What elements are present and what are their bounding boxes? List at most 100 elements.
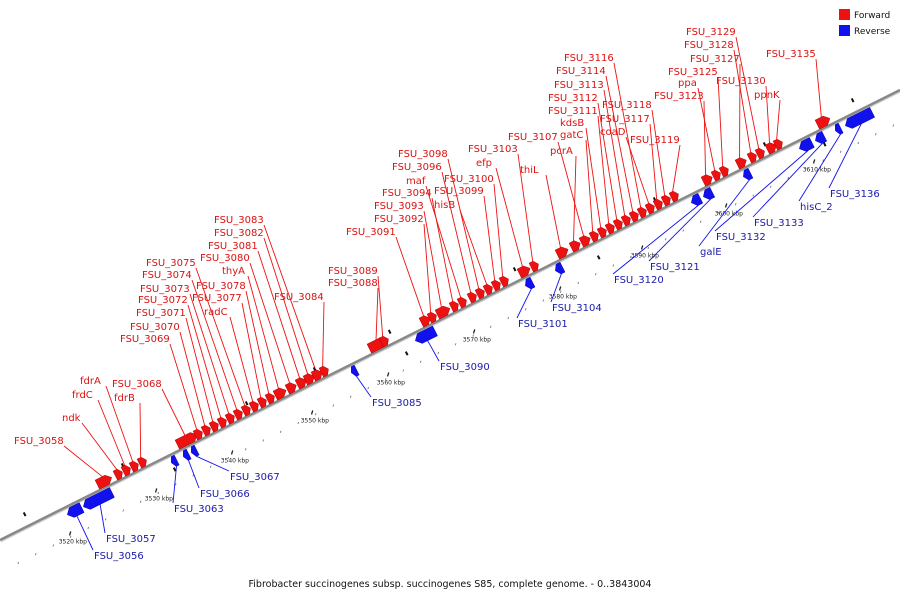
label-leader-line (816, 59, 821, 117)
axis-minor-tick (840, 151, 841, 153)
axis-minor-tick (280, 431, 281, 433)
axis-tick (70, 531, 71, 535)
gene-FSU_3100 (499, 276, 508, 287)
gene-label: hisB (434, 200, 455, 211)
axis-minor-tick (578, 282, 579, 284)
axis-minor-tick (140, 501, 141, 503)
gene-label: FSU_3075 (146, 258, 196, 269)
gene-FSU_3071 (209, 421, 218, 432)
gene-label: pcrA (550, 146, 573, 157)
axis-minor-tick (193, 475, 194, 477)
axis-minor-tick (53, 545, 54, 547)
gene-label: FSU_3092 (374, 214, 424, 225)
gene-label: FSU_3078 (196, 281, 246, 292)
gene-FSU_3128 (747, 152, 756, 163)
gene-label: FSU_3067 (230, 472, 280, 483)
feature-mark (246, 401, 248, 405)
label-leader-line (356, 376, 371, 397)
gene-gatC (589, 231, 598, 242)
feature-mark (174, 468, 176, 472)
gene-FSU_3072 (217, 417, 226, 428)
gene-FSU_3067 (191, 445, 199, 456)
gene-label: FSU_3094 (382, 188, 432, 199)
axis-minor-tick (333, 405, 334, 407)
label-leader-line (188, 460, 199, 488)
gene-label: coaD (600, 127, 626, 138)
label-leader-line (140, 403, 141, 457)
gene-FSU_3096 (467, 292, 476, 303)
axis-tick-label: 3550 kbp (301, 417, 329, 424)
axis-tick (474, 329, 475, 333)
axis-minor-tick (438, 352, 439, 354)
legend: Forward Reverse (839, 9, 891, 37)
gene-label: FSU_3120 (614, 275, 664, 286)
gene-label: FSU_3096 (392, 162, 442, 173)
label-leader-line (704, 101, 706, 175)
gene-FSU_3085 (351, 365, 359, 376)
label-leader-line (64, 446, 102, 477)
gene-galE (743, 168, 753, 180)
gene-hisB (483, 284, 492, 295)
gene-FSU_3074 (233, 409, 242, 420)
gene-label: FSU_3083 (214, 215, 264, 226)
axis-minor-tick (508, 317, 509, 319)
gene-label: FSU_3091 (346, 227, 396, 238)
gene-label: FSU_3056 (94, 551, 144, 562)
gene-label: FSU_3071 (136, 308, 186, 319)
axis-tick-label: 3520 kbp (59, 538, 87, 545)
gene-label: FSU_3130 (716, 76, 766, 87)
feature-mark (852, 98, 854, 102)
gene-label: FSU_3074 (142, 270, 192, 281)
gene-ppa (711, 170, 720, 181)
axis-minor-tick (858, 142, 859, 144)
gene-label: FSU_3072 (138, 295, 188, 306)
axis-minor-tick (368, 387, 369, 389)
axis-minor-tick (875, 133, 876, 135)
gene-label: FSU_3077 (192, 293, 242, 304)
gene-label: FSU_3093 (374, 201, 424, 212)
axis-tick-label: 3560 kbp (377, 379, 405, 386)
gene-FSU_3114 (629, 211, 638, 222)
axis-minor-tick (245, 448, 246, 450)
gene-FSU_3066 (183, 449, 191, 460)
axis-tick (726, 203, 727, 207)
label-leader-line (673, 145, 680, 191)
gene-FSU_3113 (621, 215, 630, 226)
axis-minor-tick (595, 273, 596, 275)
gene-fdrB (137, 457, 146, 468)
gene-label: FSU_3069 (120, 334, 170, 345)
label-leader-line (718, 77, 723, 166)
gene-FSU_3111 (605, 223, 614, 234)
gene-label: thyA (222, 266, 245, 277)
gene-label: FSU_3116 (564, 53, 614, 64)
gene-label: thiL (520, 165, 539, 176)
gene-label: FSU_3063 (174, 504, 224, 515)
gene-FSU_3098 (475, 288, 484, 299)
feature-mark (598, 256, 600, 260)
axis-minor-tick (298, 422, 299, 424)
gene-label: FSU_3103 (468, 144, 518, 155)
backbone-line (0, 90, 900, 540)
gene-label: ppnK (754, 90, 780, 101)
gene-label: FSU_3073 (140, 284, 190, 295)
axis-minor-tick (735, 203, 736, 205)
axis-minor-tick (263, 440, 264, 442)
gene-label: FSU_3058 (14, 436, 64, 447)
axis-minor-tick (543, 300, 544, 302)
label-leader-line (586, 128, 601, 227)
label-leader-line (396, 237, 424, 316)
gene-FSU_3099 (491, 280, 500, 291)
gene-label: FSU_3121 (650, 262, 700, 273)
gene-FSU_3125 (719, 166, 728, 177)
gene-label: FSU_3101 (518, 319, 568, 330)
gene-hisC_2 (835, 123, 843, 134)
axis-minor-tick (683, 230, 684, 232)
genome-backbone (0, 90, 900, 541)
label-leader-line (484, 196, 495, 280)
label-leader-line (494, 184, 503, 276)
axis-minor-tick (403, 370, 404, 372)
feature-mark (24, 512, 26, 516)
gene-label: FSU_3123 (654, 91, 704, 102)
label-leader-line (734, 50, 751, 152)
gene-label: FSU_3098 (398, 149, 448, 160)
